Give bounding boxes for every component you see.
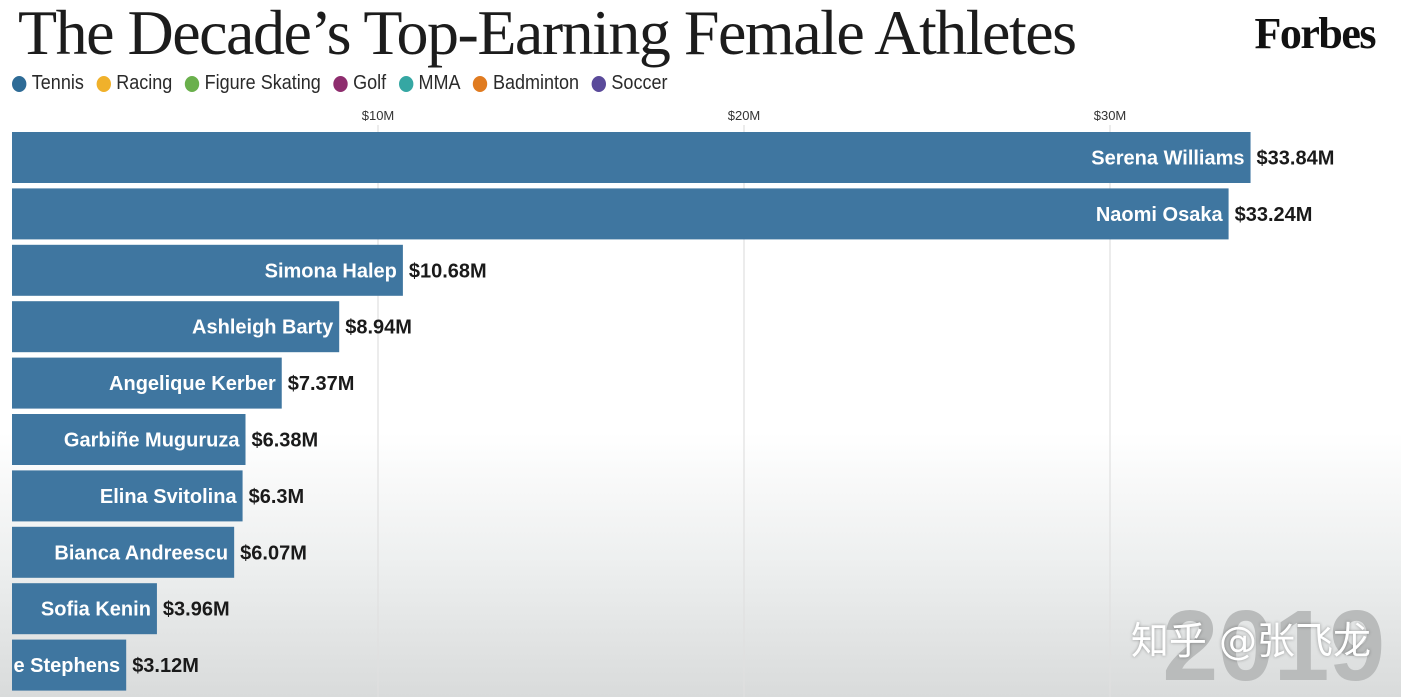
- legend-dot-icon: [12, 75, 27, 92]
- legend-dot-icon: [473, 75, 488, 92]
- bar-value-label: $33.24M: [1235, 204, 1313, 226]
- bar-value-label: $33.84M: [1257, 148, 1335, 170]
- bar-value-label: $8.94M: [345, 317, 412, 339]
- bar-category-label: Naomi Osaka: [1096, 204, 1224, 226]
- bar-row: e Stephens $3.12M: [12, 639, 199, 691]
- chart-title: The Decade’s Top-Earning Female Athletes: [18, 0, 1077, 68]
- bar: [12, 414, 246, 465]
- bar-row: Sofia Kenin $3.96M: [12, 583, 230, 635]
- bar-category-label: e Stephens: [13, 655, 120, 677]
- legend-label: Figure Skating: [204, 72, 321, 94]
- year-label: 2019: [1163, 590, 1385, 697]
- legend-item-golf: Golf: [333, 72, 386, 95]
- bar-value-label: $3.12M: [132, 655, 199, 677]
- x-tick-label: $20M: [728, 108, 761, 123]
- bars: Serena Williams $33.84M Naomi Osaka $33.24M…: [12, 132, 1334, 691]
- legend-item-badminton: Badminton: [473, 72, 579, 95]
- legend-item-soccer: Soccer: [591, 72, 668, 95]
- bar-value-label: $6.3M: [249, 486, 305, 508]
- legend-item-tennis: Tennis: [12, 72, 84, 95]
- x-tick-label: $10M: [362, 108, 395, 123]
- legend-label: Soccer: [611, 72, 668, 94]
- legend-item-racing: Racing: [96, 72, 172, 95]
- bar-row: Naomi Osaka $33.24M: [12, 188, 1313, 240]
- bar-category-label: Serena Williams: [1091, 148, 1244, 170]
- forbes-logo: Forbes: [1254, 9, 1376, 58]
- bar-category-label: Ashleigh Barty: [192, 317, 334, 339]
- bar-category-label: Garbiñe Muguruza: [64, 430, 240, 452]
- legend-dot-icon: [398, 75, 414, 92]
- legend-dot-icon: [591, 75, 607, 92]
- legend-item-figure-skating: Figure Skating: [184, 72, 321, 95]
- bar-value-label: $10.68M: [409, 260, 487, 282]
- legend-label: Tennis: [31, 72, 84, 94]
- bar: [12, 301, 340, 353]
- bar-category-label: Elina Svitolina: [100, 486, 238, 508]
- watermark: 知乎 @张飞龙: [1130, 619, 1371, 663]
- legend-label: Badminton: [492, 72, 580, 94]
- legend-dot-icon: [184, 75, 200, 92]
- legend-label: Golf: [353, 72, 387, 94]
- bar: [12, 132, 1251, 183]
- bar-row: Serena Williams $33.84M: [12, 132, 1334, 183]
- bar-row: Simona Halep $10.68M: [12, 244, 487, 296]
- bar-row: Elina Svitolina $6.3M: [12, 470, 305, 522]
- legend-dot-icon: [96, 75, 111, 92]
- bar: [12, 188, 1229, 240]
- bar: [12, 470, 243, 522]
- bar-row: Ashleigh Barty $8.94M: [12, 301, 412, 353]
- x-tick-label: $30M: [1094, 108, 1127, 123]
- legend-item-mma: MMA: [398, 72, 461, 95]
- bar: [12, 639, 127, 691]
- bar-value-label: $6.07M: [240, 542, 307, 564]
- bar-value-label: $6.38M: [252, 430, 319, 452]
- bar-value-label: $7.37M: [288, 373, 355, 395]
- bar-category-label: Simona Halep: [265, 260, 397, 282]
- legend-dot-icon: [333, 75, 348, 92]
- bar: [12, 583, 157, 635]
- legend-label: Racing: [116, 72, 173, 94]
- x-axis-ticks: $10M $20M $30M: [362, 108, 1127, 123]
- legend: Tennis Racing Figure Skating Golf MMA Badmint…: [12, 72, 667, 95]
- bar: [12, 244, 403, 296]
- bar: [12, 526, 235, 578]
- bar-row: Bianca Andreescu $6.07M: [12, 526, 307, 578]
- bar-category-label: Angelique Kerber: [109, 373, 276, 395]
- bar-value-label: $3.96M: [163, 599, 230, 621]
- bar-category-label: Sofia Kenin: [41, 599, 151, 621]
- bar: [12, 357, 282, 409]
- legend-label: MMA: [418, 72, 461, 94]
- bar-row: Angelique Kerber $7.37M: [12, 357, 355, 409]
- bar-row: Garbiñe Muguruza $6.38M: [12, 414, 318, 465]
- bar-category-label: Bianca Andreescu: [54, 542, 228, 564]
